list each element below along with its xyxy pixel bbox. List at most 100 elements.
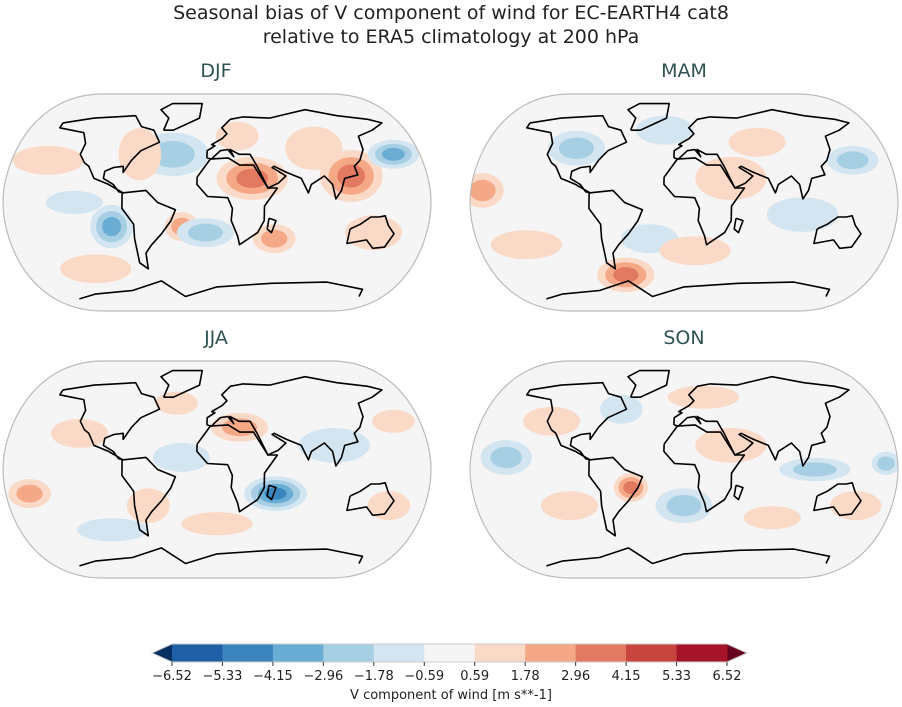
coastline [673,108,850,200]
coastline [733,217,744,234]
coastline [206,108,383,200]
map-frame [469,93,899,312]
coastline [627,102,670,131]
map-frame [469,360,899,579]
coastline [663,424,746,513]
coastline [627,369,670,398]
negative-bias-contour [187,223,223,242]
coastline [588,456,644,537]
negative-bias-contour [298,428,370,463]
coastline [59,381,161,461]
colorbar-tick-label: −2.96 [303,669,343,684]
positive-bias-contour [181,512,253,536]
negative-bias-contour [558,137,594,159]
coastline [526,381,628,461]
figure-title-line2: relative to ERA5 climatology at 200 hPa [262,26,640,48]
map-djf [2,93,432,312]
negative-bias-contour [45,190,103,215]
positive-bias-contour [728,127,786,157]
colorbar-tick-label: −4.15 [253,669,293,684]
negative-bias-contour [264,487,287,500]
colorbar-extend-high [727,644,747,662]
coastline [813,215,862,250]
coastline [546,280,831,300]
colorbar-segment [474,644,526,662]
negative-bias-contour [837,151,869,170]
positive-bias-contour [667,385,740,409]
colorbar-segment [424,644,476,662]
coastline [121,456,177,537]
panel-title-mam: MAM [661,60,707,82]
positive-bias-contour [470,179,496,202]
coastline [346,215,395,250]
coastline [546,547,831,567]
map-frame [2,93,432,312]
panel-title-son: SON [663,327,705,349]
coastline [663,157,746,246]
map-mam [469,93,899,312]
positive-bias-contour [367,491,411,521]
colorbar-tick-label: 2.96 [561,669,590,684]
coastline [733,484,744,501]
positive-bias-contour [16,484,43,503]
coastline [526,114,628,194]
colorbar-tick-label: −1.78 [354,669,394,684]
negative-bias-contour [792,462,837,477]
coastline [346,482,395,517]
coastline [160,102,203,131]
colorbar-segment [373,644,425,662]
colorbar-label: V component of wind [m s**-1] [350,688,552,703]
coastline [196,157,279,246]
positive-bias-contour [118,128,162,181]
positive-bias-contour [523,406,581,436]
colorbar-segment [272,644,324,662]
colorbar-tick-label: 4.15 [612,669,641,684]
map-background [3,361,431,578]
positive-bias-contour [829,491,882,521]
figure-title-line1: Seasonal bias of V component of wind for… [173,2,729,24]
positive-bias-contour [659,236,731,266]
coastline [59,114,161,194]
colorbar-tick-label: 0.59 [460,669,489,684]
coastline [79,280,364,300]
negative-bias-contour [382,147,405,161]
colorbar-segment [676,644,728,662]
coastline [121,189,177,270]
coastline [673,375,850,467]
colorbar-segment [172,644,223,662]
map-son [469,360,899,579]
positive-bias-contour [623,481,639,495]
positive-bias-contour [613,267,639,283]
positive-bias-contour [60,254,132,284]
map-jja [2,360,432,579]
coastline [79,547,364,567]
colorbar-tick-label: −0.59 [404,669,444,684]
positive-bias-contour [372,409,415,433]
colorbar-segment [626,644,678,662]
coastline [206,375,383,467]
panel-title-jja: JJA [204,327,228,349]
coastline [588,189,644,270]
colorbar-extend-low [152,644,172,662]
colorbar-segment [575,644,627,662]
colorbar-tick-label: −5.33 [203,669,243,684]
colorbar-segment [525,644,577,662]
colorbar-tick-label: 1.78 [511,669,540,684]
coastline [196,424,279,513]
coastline [160,369,203,398]
map-frame [2,360,432,579]
negative-bias-contour [666,494,702,517]
positive-bias-contour [743,506,801,530]
positive-bias-contour [285,126,343,170]
positive-bias-contour [126,488,170,524]
negative-bias-contour [877,456,895,471]
positive-bias-contour [541,491,599,521]
colorbar: −6.52 −5.33 −4.15 −2.96 −1.78 −0.59 0.59 1.78 2.… [150,643,749,684]
colorbar-tick-label: 6.52 [713,669,742,684]
positive-bias-contour [261,229,288,248]
positive-bias-contour [51,418,109,448]
positive-bias-contour [490,230,563,260]
negative-bias-contour [766,197,839,232]
positive-bias-contour [12,145,84,175]
panel-title-djf: DJF [200,60,232,82]
